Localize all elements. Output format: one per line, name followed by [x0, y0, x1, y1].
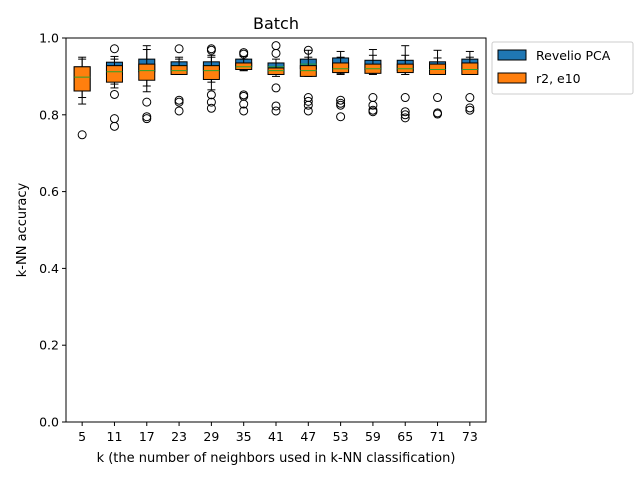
outlier-point-revelio-pca: [239, 49, 249, 59]
outlier-point-revelio-pca: [142, 114, 152, 124]
x-tick-label: 59: [365, 429, 381, 444]
outlier-point-revelio-pca: [174, 44, 184, 54]
plot-frame: [65, 37, 487, 423]
outlier-point-revelio-pca: [303, 96, 313, 106]
outlier-point-revelio-pca: [271, 83, 281, 93]
box-r2-e10: [202, 65, 220, 80]
box-r2-e10: [461, 62, 479, 75]
x-tick-label: 35: [236, 429, 252, 444]
outlier-point-revelio-pca: [400, 93, 410, 103]
legend-label-r2-e10: r2, e10: [536, 71, 581, 86]
x-tick-label: 23: [171, 429, 187, 444]
outlier-point-revelio-pca: [239, 106, 249, 116]
y-tick-label: 0.8: [39, 107, 59, 122]
box-r2-e10: [170, 65, 188, 75]
legend-swatch-revelio-pca: [497, 49, 527, 61]
x-tick-label: 47: [300, 429, 316, 444]
outlier-point-revelio-pca: [433, 109, 443, 119]
outlier-point-revelio-pca: [109, 44, 119, 54]
x-tick-label: 17: [139, 429, 155, 444]
outlier-point-revelio-pca: [336, 100, 346, 110]
outlier-point-revelio-pca: [271, 101, 281, 111]
outlier-point-revelio-pca: [206, 103, 216, 113]
x-tick-label: 41: [268, 429, 284, 444]
outlier-point-revelio-pca: [368, 100, 378, 110]
legend: Revelio PCA r2, e10: [491, 41, 634, 95]
box-r2-e10: [138, 63, 156, 81]
x-tick-label: 71: [430, 429, 446, 444]
outlier-point-revelio-pca: [336, 95, 346, 105]
outlier-point-revelio-pca: [206, 97, 216, 107]
y-axis-label: k-NN accuracy: [15, 182, 30, 277]
outlier-point-revelio-pca: [239, 99, 249, 109]
outlier-point-revelio-pca: [336, 112, 346, 122]
legend-swatch-r2-e10: [497, 72, 527, 84]
x-tick-label: 73: [462, 429, 478, 444]
outlier-point-revelio-pca: [400, 113, 410, 123]
y-tick-label: 0.6: [39, 184, 59, 199]
outlier-point-revelio-pca: [271, 106, 281, 116]
x-tick-label: 53: [333, 429, 349, 444]
outlier-point-revelio-pca: [303, 106, 313, 116]
outlier-point-revelio-pca: [433, 93, 443, 103]
outlier-point-revelio-pca: [77, 130, 87, 140]
box-r2-e10: [332, 62, 350, 74]
outlier-point-revelio-pca: [206, 90, 216, 100]
outlier-point-revelio-pca: [142, 97, 152, 107]
outlier-point-revelio-pca: [303, 45, 313, 55]
y-tick-label: 0.2: [39, 338, 59, 353]
x-tick-label: 65: [397, 429, 413, 444]
outlier-point-revelio-pca: [400, 110, 410, 120]
outlier-point-revelio-pca: [400, 107, 410, 117]
plot-area: 0.0 0.2 0.4 0.6 0.8 1.0 5 11 17 23 29 35 41 47 53 59 65 7…: [39, 31, 479, 444]
x-axis-label: k (the number of neighbors used in k-NN …: [97, 451, 456, 466]
legend-label-revelio-pca: Revelio PCA: [536, 48, 611, 63]
box-r2-e10: [105, 65, 123, 83]
box-r2-e10: [73, 66, 91, 92]
outlier-point-revelio-pca: [368, 107, 378, 117]
chart-title: Batch: [253, 14, 299, 33]
outlier-point-revelio-pca: [271, 48, 281, 58]
box-r2-e10: [235, 62, 253, 70]
x-tick-label: 29: [203, 429, 219, 444]
outlier-point-revelio-pca: [109, 89, 119, 99]
legend-frame: [491, 41, 634, 95]
x-tick-label: 11: [107, 429, 123, 444]
y-tick-label: 1.0: [39, 31, 59, 46]
outlier-point-revelio-pca: [109, 121, 119, 131]
outlier-point-revelio-pca: [465, 93, 475, 103]
outlier-point-revelio-pca: [174, 97, 184, 107]
y-tick-label: 0.0: [39, 415, 59, 430]
outlier-point-revelio-pca: [465, 105, 475, 115]
x-tick-label: 5: [78, 429, 86, 444]
outlier-point-revelio-pca: [303, 100, 313, 110]
y-tick-label: 0.4: [39, 261, 59, 276]
outlier-point-revelio-pca: [174, 106, 184, 116]
box-r2-e10: [267, 67, 285, 75]
outlier-point-revelio-pca: [465, 103, 475, 113]
outlier-point-revelio-pca: [206, 45, 216, 55]
